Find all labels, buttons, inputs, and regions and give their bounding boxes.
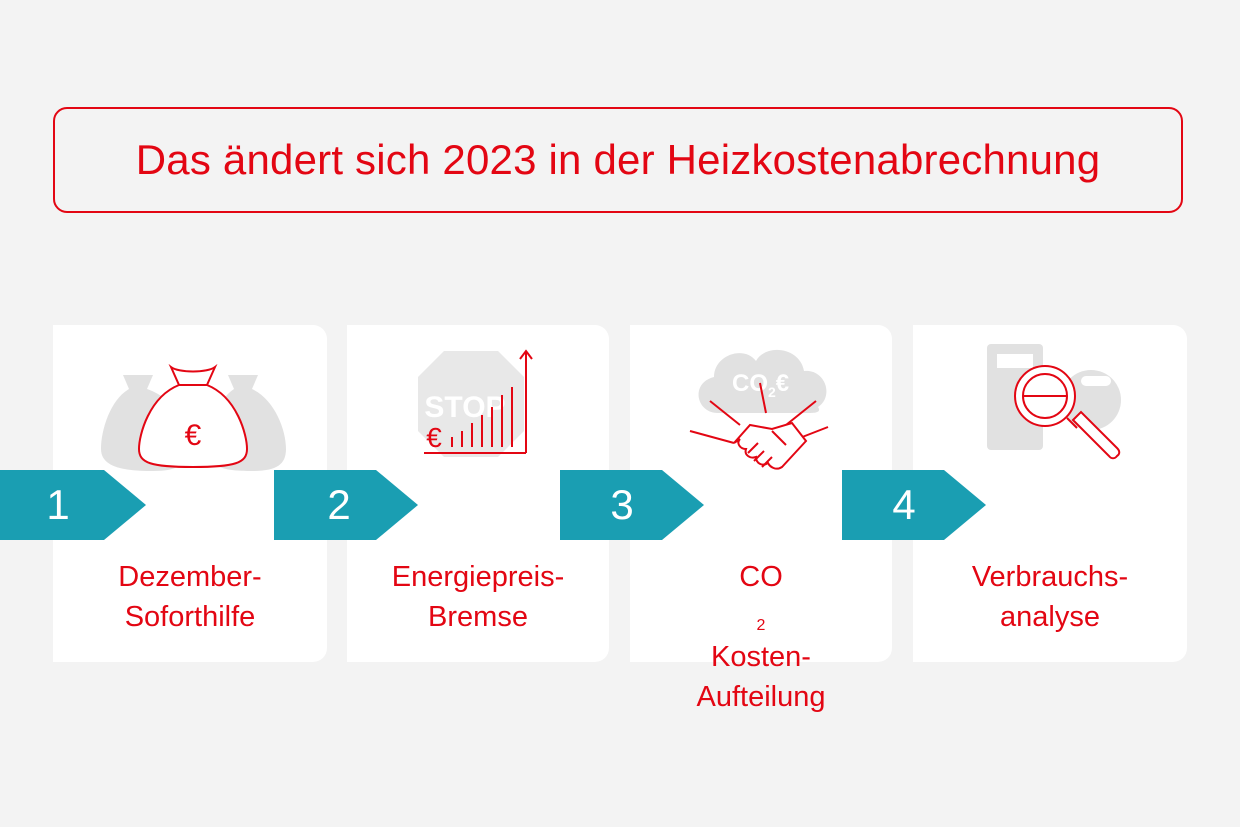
step-number-3: 3 (610, 481, 634, 528)
step-label-3: CO 2 Kosten- Aufteilung (696, 561, 826, 713)
chart-euro-text: € (426, 422, 442, 453)
step-label-4: Verbrauchs- analyse (971, 561, 1129, 633)
bag-euro-text: € (185, 419, 202, 452)
step-arrow-3: 3 (560, 470, 704, 540)
step-arrow-4: 4 (842, 470, 986, 540)
step-label-2: Energiepreis- Bremse (391, 561, 565, 633)
title-box: Das ändert sich 2023 in der Heizkostenab… (53, 107, 1183, 213)
co2-cloud-handshake-icon: CO2€ (689, 349, 829, 470)
step-number-1: 1 (46, 481, 70, 528)
step-number-2: 2 (327, 481, 351, 528)
stop-text: STOP (424, 391, 505, 424)
step-number-4: 4 (892, 481, 916, 528)
step-card-4: Verbrauchs- analyse (913, 325, 1187, 662)
step-arrow-1: 1 (0, 470, 146, 540)
magnifier-meter-icon (987, 344, 1121, 460)
step-arrow-2: 2 (274, 470, 418, 540)
money-bag-euro-icon: € (101, 363, 286, 471)
page-title: Das ändert sich 2023 in der Heizkostenab… (135, 136, 1101, 183)
stop-sign-price-chart-icon: STOP € (418, 349, 533, 457)
step-label-1: Dezember- Soforthilfe (118, 561, 262, 633)
